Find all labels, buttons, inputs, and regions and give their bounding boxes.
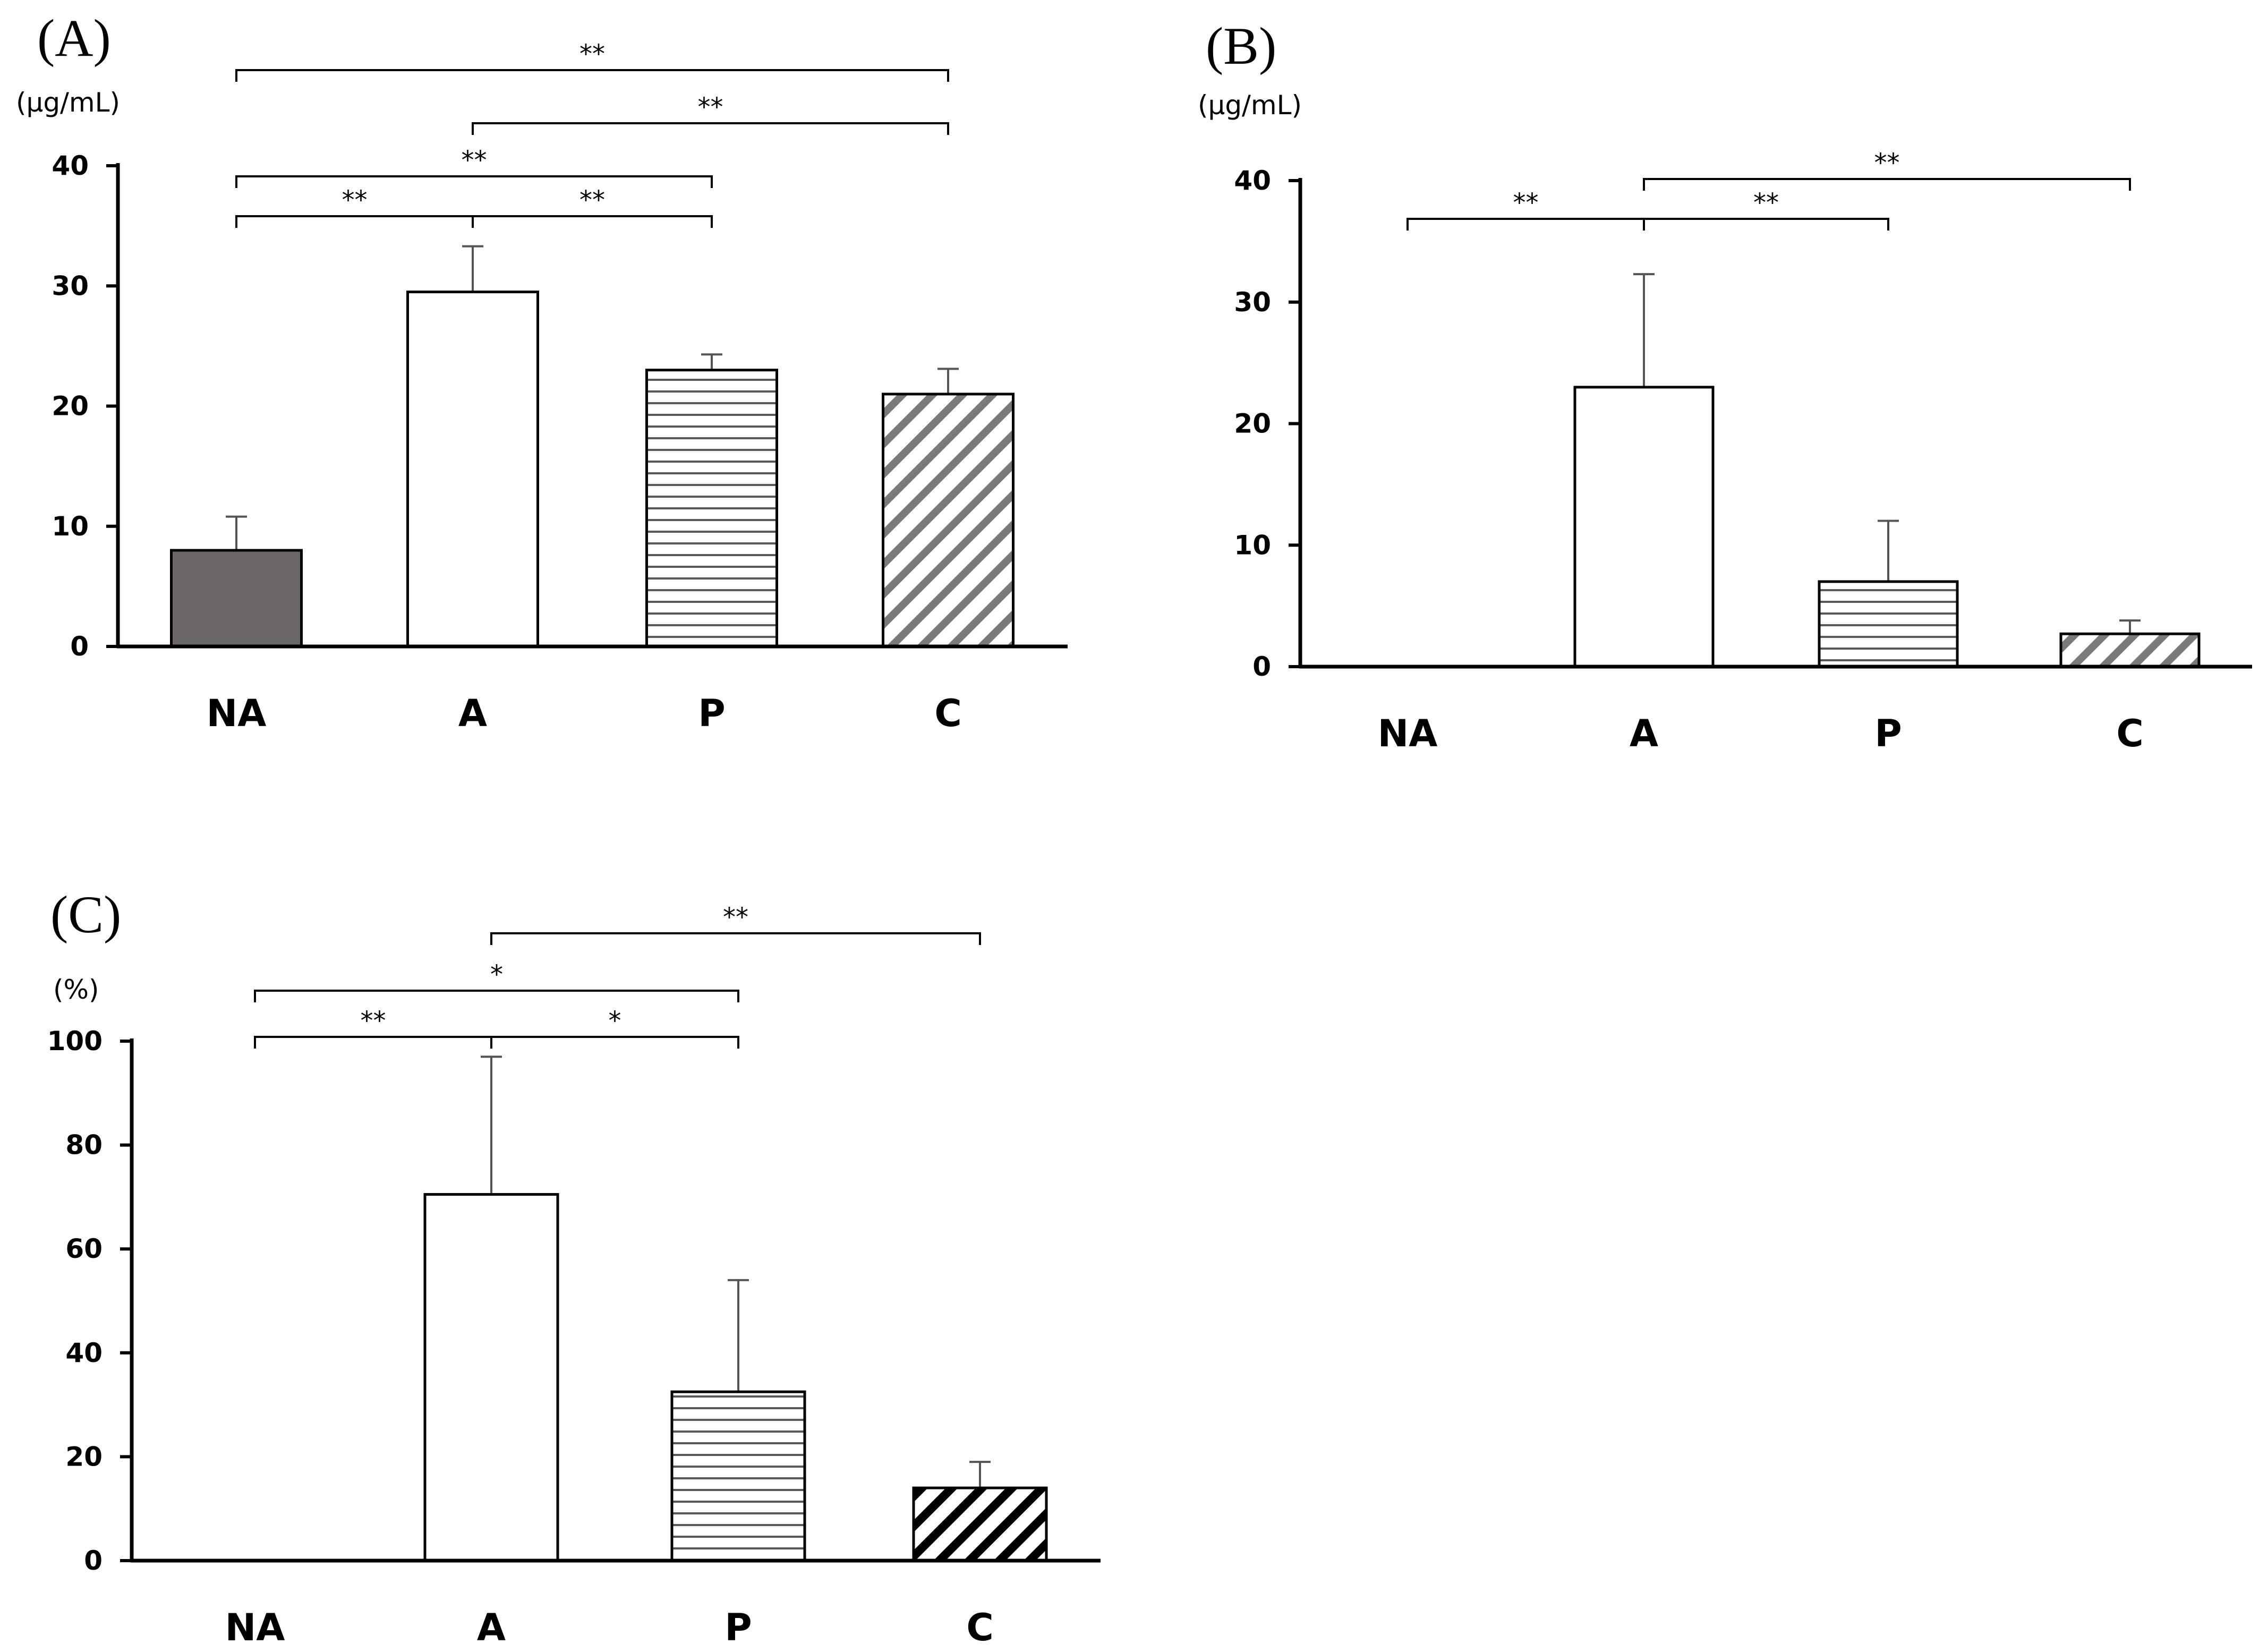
bar — [1818, 580, 1959, 668]
significance-label: ** — [723, 902, 748, 932]
y-tick-label: 10 — [52, 511, 89, 542]
y-tick-label: 0 — [1252, 651, 1271, 682]
significance-label: ** — [342, 185, 368, 215]
significance-bracket — [1643, 218, 1889, 231]
significance-label: ** — [1513, 188, 1539, 218]
bar — [423, 1193, 559, 1562]
bar — [670, 1390, 806, 1562]
significance-label: * — [609, 1006, 621, 1036]
y-tick-label: 40 — [1234, 165, 1271, 196]
chart-panel-b: (B) (μg/mL) NA A P C 0 10 20 30 40 ** ** ** — [1198, 16, 2252, 755]
y-tick-label: 40 — [52, 150, 89, 181]
significance-label: ** — [462, 146, 487, 175]
significance-bracket — [254, 990, 739, 1002]
panel-label-a: (A) — [37, 8, 111, 67]
significance-label: * — [490, 960, 503, 990]
significance-bracket — [235, 215, 474, 228]
y-unit-label-a: (μg/mL) — [16, 87, 120, 118]
significance-label: ** — [1874, 148, 1900, 178]
x-tick-label: NA — [225, 1606, 285, 1649]
significance-bracket — [490, 932, 981, 945]
significance-bracket — [490, 1036, 739, 1049]
y-tick-label: 30 — [52, 270, 89, 301]
y-tick-label: 20 — [1234, 408, 1271, 439]
significance-bracket — [1406, 218, 1645, 231]
x-tick-label: NA — [207, 692, 267, 735]
y-tick-label: 100 — [47, 1026, 103, 1057]
significance-label: ** — [579, 39, 605, 69]
bar — [912, 1486, 1048, 1562]
x-tick-label: C — [2116, 712, 2143, 755]
y-tick-label: 0 — [70, 631, 89, 662]
y-tick-label: 20 — [65, 1441, 103, 1472]
panel-label-b: (B) — [1206, 16, 1276, 75]
bar — [2059, 632, 2201, 668]
y-tick-label: 80 — [65, 1130, 103, 1161]
y-tick-label: 20 — [52, 391, 89, 422]
x-tick-label: A — [477, 1606, 506, 1649]
x-tick-label: A — [1630, 712, 1658, 755]
y-unit-label-b: (μg/mL) — [1198, 90, 1302, 121]
bar — [1573, 386, 1715, 668]
bar — [406, 291, 539, 648]
chart-panel-a: (A) (μg/mL) NA A P C 0 10 20 30 40 ** ** ** ** ** — [16, 8, 1068, 735]
bar — [170, 549, 303, 648]
significance-bracket — [235, 69, 949, 82]
significance-bracket — [235, 175, 713, 188]
y-tick-label: 60 — [65, 1233, 103, 1264]
significance-label: ** — [1753, 188, 1779, 218]
x-tick-label: P — [698, 692, 725, 735]
significance-label: ** — [579, 185, 605, 215]
significance-bracket — [254, 1036, 492, 1049]
y-tick-label: 30 — [1234, 287, 1271, 318]
significance-label: ** — [698, 92, 723, 122]
y-tick-label: 40 — [65, 1338, 103, 1368]
y-tick-label: 10 — [1234, 530, 1271, 560]
y-tick-label: 0 — [84, 1545, 103, 1576]
x-tick-label: NA — [1378, 712, 1438, 755]
bar — [645, 369, 778, 648]
x-tick-label: C — [934, 692, 961, 735]
significance-label: ** — [361, 1006, 386, 1036]
x-tick-label: P — [724, 1606, 752, 1649]
significance-bracket — [472, 215, 713, 228]
x-tick-label: P — [1874, 712, 1902, 755]
x-tick-label: C — [966, 1606, 993, 1649]
significance-bracket — [472, 122, 949, 135]
x-tick-label: A — [458, 692, 487, 735]
significance-bracket — [1643, 178, 2131, 191]
y-unit-label-c: (%) — [53, 974, 99, 1005]
panel-label-c: (C) — [50, 885, 121, 944]
bar — [882, 393, 1015, 648]
